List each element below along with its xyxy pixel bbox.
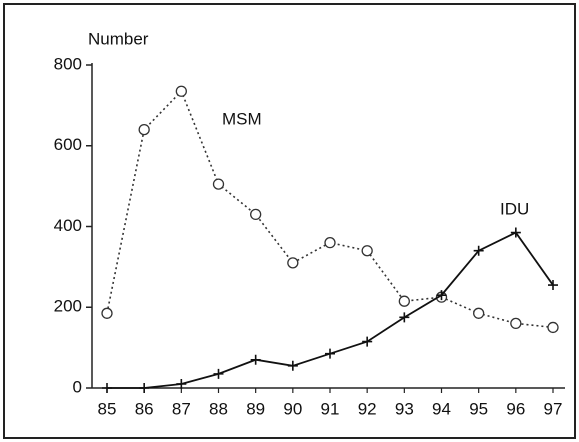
y-axis-label: Number xyxy=(88,29,149,48)
series-line xyxy=(107,231,554,389)
x-tick-label: 94 xyxy=(432,399,451,418)
marker xyxy=(138,123,150,136)
x-tick-label: 96 xyxy=(506,399,525,418)
marker xyxy=(547,321,559,334)
marker xyxy=(473,307,485,319)
x-tick-label: 92 xyxy=(358,399,377,418)
y-tick-label: 400 xyxy=(54,216,82,235)
y-tick-label: 200 xyxy=(54,297,82,316)
y-tick-label: 0 xyxy=(73,377,82,396)
marker xyxy=(548,280,558,291)
marker xyxy=(102,383,112,393)
marker xyxy=(398,295,410,307)
marker xyxy=(510,317,522,330)
x-tick-label: 85 xyxy=(98,399,117,418)
marker xyxy=(101,307,113,319)
x-tick-label: 88 xyxy=(209,399,228,418)
marker xyxy=(399,312,410,323)
series-label: IDU xyxy=(500,199,529,218)
marker xyxy=(325,348,335,359)
y-tick-label: 800 xyxy=(54,54,82,73)
marker xyxy=(287,360,298,371)
marker xyxy=(361,245,373,257)
marker xyxy=(473,245,484,256)
marker xyxy=(324,236,336,249)
x-tick-label: 87 xyxy=(172,399,191,418)
marker xyxy=(212,178,225,190)
marker xyxy=(176,378,187,389)
frame xyxy=(3,3,576,439)
marker xyxy=(250,354,261,365)
x-tick-label: 91 xyxy=(321,399,340,418)
x-tick-label: 97 xyxy=(544,399,563,418)
series-label: MSM xyxy=(222,109,262,128)
marker xyxy=(287,257,299,269)
marker xyxy=(250,208,262,221)
x-tick-label: 89 xyxy=(246,399,265,418)
x-tick-label: 86 xyxy=(135,399,154,418)
marker xyxy=(175,85,187,97)
marker xyxy=(213,368,224,379)
y-tick-label: 600 xyxy=(54,135,82,154)
marker xyxy=(362,336,373,347)
marker xyxy=(510,227,521,238)
x-tick-label: 93 xyxy=(395,399,414,418)
x-tick-label: 95 xyxy=(469,399,488,418)
marker xyxy=(139,383,150,393)
series-line xyxy=(106,89,554,329)
marker xyxy=(436,290,447,301)
x-tick-label: 90 xyxy=(283,399,302,418)
